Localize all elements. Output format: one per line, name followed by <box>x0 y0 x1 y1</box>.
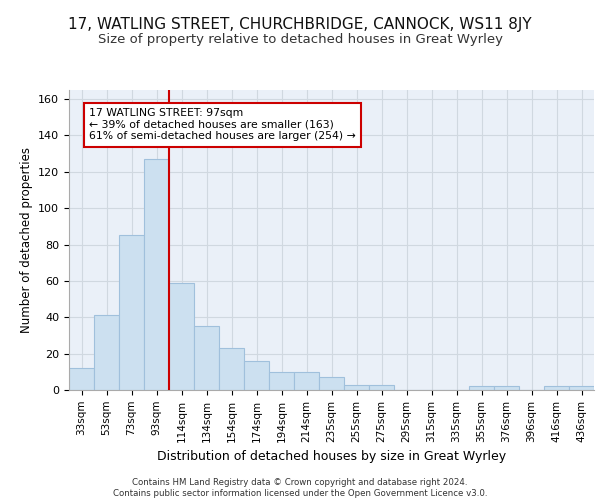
Bar <box>169 282 194 390</box>
Bar <box>119 236 144 390</box>
Bar <box>219 348 244 390</box>
Bar <box>269 372 294 390</box>
X-axis label: Distribution of detached houses by size in Great Wyrley: Distribution of detached houses by size … <box>157 450 506 463</box>
Bar <box>94 316 119 390</box>
Bar <box>344 384 369 390</box>
Bar <box>194 326 219 390</box>
Bar <box>244 361 269 390</box>
Text: Size of property relative to detached houses in Great Wyrley: Size of property relative to detached ho… <box>97 32 503 46</box>
Text: Contains HM Land Registry data © Crown copyright and database right 2024.
Contai: Contains HM Land Registry data © Crown c… <box>113 478 487 498</box>
Text: 17, WATLING STREET, CHURCHBRIDGE, CANNOCK, WS11 8JY: 17, WATLING STREET, CHURCHBRIDGE, CANNOC… <box>68 18 532 32</box>
Y-axis label: Number of detached properties: Number of detached properties <box>20 147 32 333</box>
Bar <box>144 159 169 390</box>
Bar <box>569 386 594 390</box>
Text: 17 WATLING STREET: 97sqm
← 39% of detached houses are smaller (163)
61% of semi-: 17 WATLING STREET: 97sqm ← 39% of detach… <box>89 108 356 142</box>
Bar <box>294 372 319 390</box>
Bar <box>544 386 569 390</box>
Bar <box>69 368 94 390</box>
Bar <box>319 378 344 390</box>
Bar <box>494 386 519 390</box>
Bar <box>469 386 494 390</box>
Bar <box>369 384 394 390</box>
